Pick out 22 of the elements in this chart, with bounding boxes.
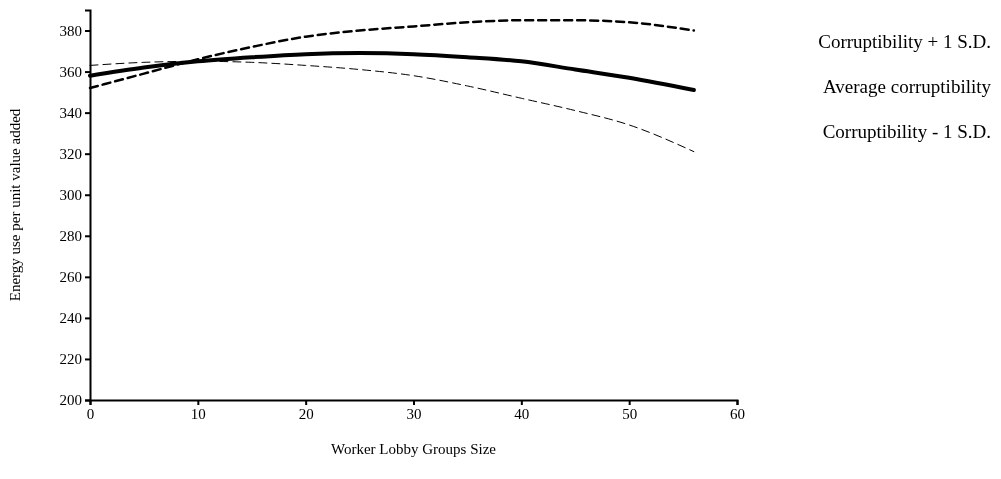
text: Average corruptibility <box>823 76 992 97</box>
y-tick-label: 280 <box>59 228 82 245</box>
text: Corruptibility + 1 S.D. <box>818 31 991 52</box>
y-axis-title: Energy use per unit value added <box>7 108 23 302</box>
text: Corruptibility - 1 S.D. <box>822 121 991 142</box>
y-tick-label: 240 <box>59 310 82 327</box>
y-tick-label: 380 <box>59 22 82 39</box>
y-tick-label: 320 <box>59 145 82 162</box>
y-tick-label: 260 <box>59 269 82 286</box>
y-tick-label: 220 <box>59 351 82 368</box>
x-tick-label: 50 <box>622 405 638 422</box>
y-tick-label: 360 <box>59 63 82 80</box>
x-tick-label: 0 <box>86 405 95 422</box>
x-tick-label: 60 <box>730 405 745 422</box>
x-tick-label: 20 <box>298 405 314 422</box>
x-tick-label: 40 <box>514 405 530 422</box>
x-tick-label: 30 <box>406 405 422 422</box>
y-tick-label: 300 <box>59 187 82 204</box>
x-axis-title: Worker Lobby Groups Size <box>330 441 497 457</box>
x-tick-label: 10 <box>190 405 206 422</box>
y-tick-label: 340 <box>59 104 82 121</box>
y-tick-label: 200 <box>59 392 82 409</box>
